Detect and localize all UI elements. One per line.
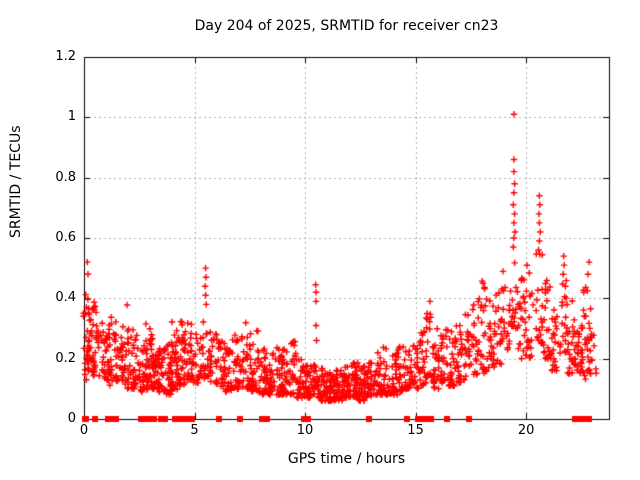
y-tick-label: 1.2 <box>55 49 76 64</box>
x-tick-label: 15 <box>407 423 424 438</box>
x-tick-label: 20 <box>517 423 535 438</box>
y-tick-label: 1 <box>67 109 76 125</box>
y-tick-label: 0.8 <box>55 169 76 185</box>
x-tick-label: 10 <box>296 423 314 438</box>
x-axis-label: GPS time / hours <box>287 451 406 467</box>
y-tick-label: 0.4 <box>55 290 76 306</box>
y-tick-label: 0.2 <box>55 350 76 366</box>
x-tick-label: 0 <box>79 423 89 438</box>
y-tick-label: 0.6 <box>55 230 76 245</box>
chart-title: Day 204 of 2025, SRMTID for receiver cn2… <box>194 18 499 34</box>
x-tick-label: 5 <box>190 423 199 438</box>
y-tick-label: 0 <box>67 411 76 426</box>
